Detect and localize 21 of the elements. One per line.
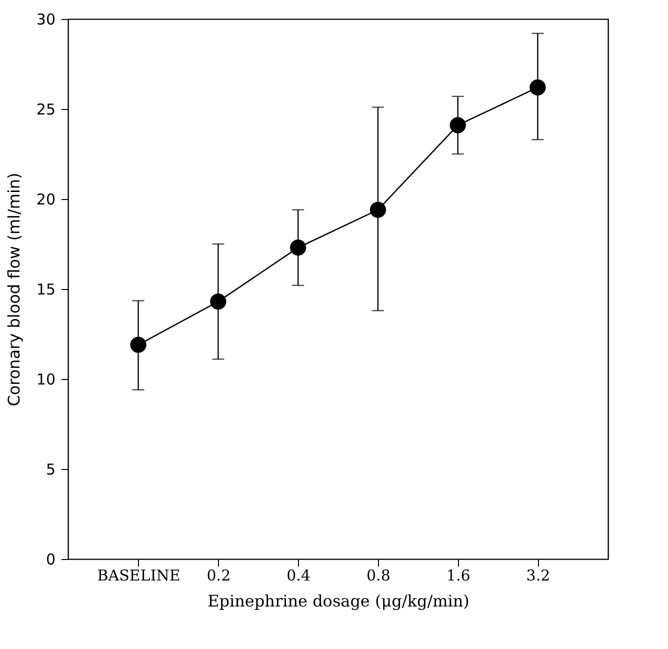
point (370, 202, 386, 218)
x-tick-label: 0.2 (206, 566, 231, 584)
y-tick-label: 30 (36, 10, 56, 28)
y-tick-label: 20 (36, 190, 56, 208)
y-tick-label: 15 (36, 280, 56, 298)
y-tick-label: 5 (46, 460, 56, 478)
x-tick-label: 3.2 (526, 566, 550, 584)
y-tick-label: 10 (36, 370, 56, 388)
point (130, 336, 146, 353)
x-tick-label: 0.8 (366, 566, 390, 584)
point (530, 79, 546, 96)
y-tick-label: 25 (36, 100, 56, 118)
x-axis-title: Epinephrine dosage (μg/kg/min) (208, 592, 470, 610)
x-tick-label: BASELINE (97, 566, 180, 584)
point (450, 117, 466, 134)
point (210, 294, 226, 310)
y-axis-title: Coronary blood flow (ml/min) (4, 172, 24, 406)
x-tick-label: 1.6 (446, 566, 470, 584)
x-tick-label: 0.4 (286, 566, 310, 584)
y-tick-label: 0 (46, 550, 56, 568)
point (290, 240, 306, 256)
